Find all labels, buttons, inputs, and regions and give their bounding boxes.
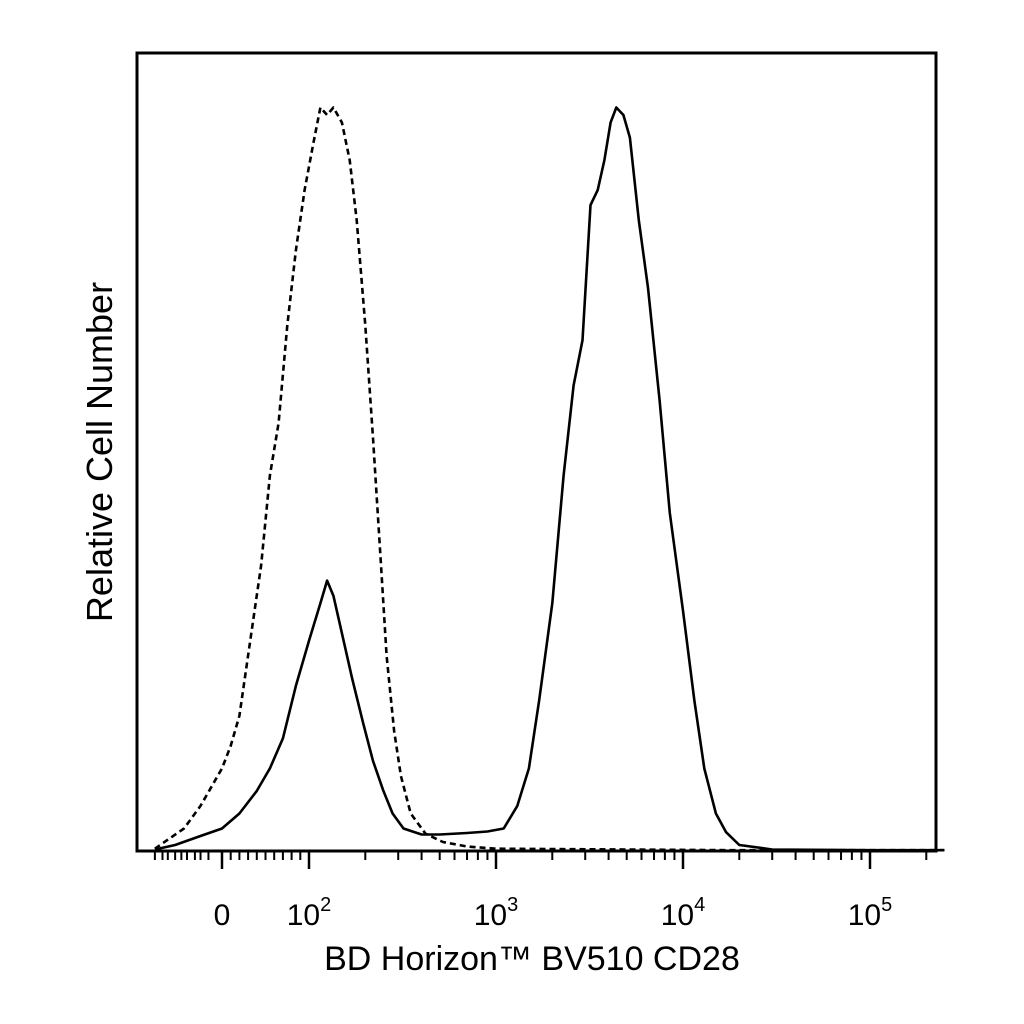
x-tick-label: 0 [214,899,231,932]
x-minor-ticks [153,851,928,860]
x-tick-label: 103 [474,894,519,932]
solid-histogram-line [154,106,945,852]
plot-frame [135,51,938,853]
x-tick-labels: 0 102 103 104 105 [214,894,893,932]
y-axis-title: Relative Cell Number [79,282,120,622]
histogram-curves [154,106,945,852]
x-tick-label: 102 [287,894,332,932]
dashed-histogram-line [154,106,945,852]
x-tick-label: 104 [661,894,706,932]
x-tick-label: 105 [848,894,893,932]
x-major-ticks [220,851,872,869]
x-axis-title: BD Horizon™ BV510 CD28 [324,940,740,978]
